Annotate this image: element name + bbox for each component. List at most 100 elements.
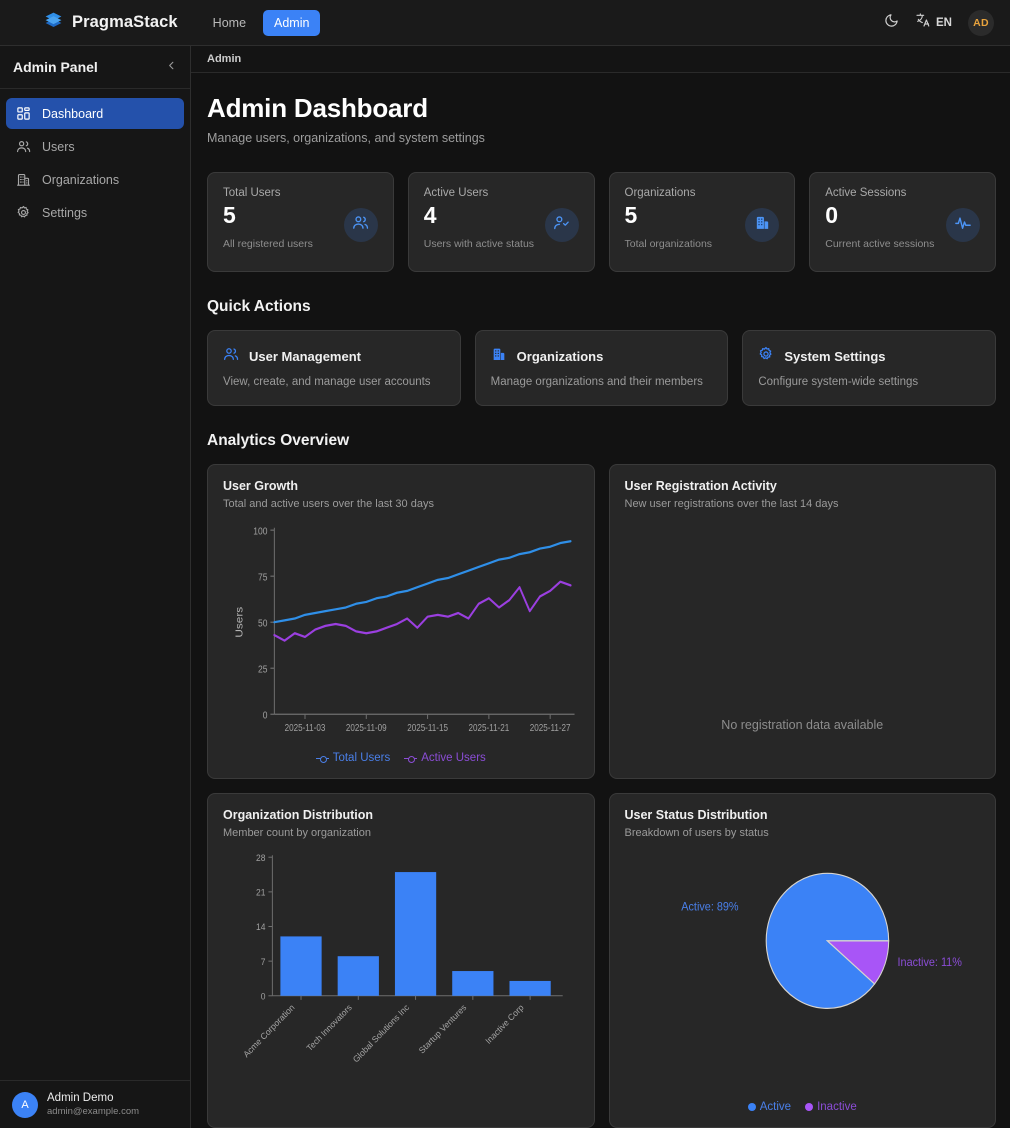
- svg-text:75: 75: [258, 572, 267, 583]
- stat-cards: Total Users 5 All registered users: [207, 172, 996, 272]
- page-title: Admin Dashboard: [207, 93, 428, 123]
- quick-action-desc: Manage organizations and their members: [490, 376, 703, 388]
- chart-title: User Registration Activity: [624, 479, 777, 493]
- svg-text:Users: Users: [235, 606, 246, 637]
- svg-text:Tech Innovators: Tech Innovators: [304, 1002, 353, 1053]
- chart-title: Organization Distribution: [223, 808, 373, 822]
- stat-label: Active Users: [423, 187, 489, 199]
- analytics-heading: Analytics Overview: [207, 432, 350, 449]
- theme-toggle-button[interactable]: [884, 13, 899, 33]
- sidebar-item-settings[interactable]: Settings: [6, 197, 184, 228]
- user-avatar-top[interactable]: AD: [968, 9, 994, 36]
- stat-sub: Users with active status: [423, 238, 535, 250]
- profile-email: admin@example.com: [47, 1105, 140, 1117]
- svg-text:21: 21: [256, 887, 266, 897]
- nav-link-home[interactable]: Home: [212, 15, 247, 30]
- legend-marker-line: [404, 756, 418, 763]
- breadcrumb: Admin: [191, 46, 1010, 73]
- stat-sub: Total organizations: [624, 238, 713, 250]
- svg-text:2025-11-21: 2025-11-21: [468, 722, 509, 733]
- sidebar-item-users[interactable]: Users: [6, 131, 184, 162]
- legend-item-total-users[interactable]: Total Users: [315, 752, 391, 764]
- analytics-row-2: Organization Distribution Member count b…: [207, 793, 996, 1128]
- quick-action-cards: User Management View, create, and manage…: [207, 330, 997, 406]
- svg-text:Global Solutions Inc: Global Solutions Inc: [351, 1002, 412, 1065]
- svg-text:Startup Ventures: Startup Ventures: [417, 1002, 469, 1055]
- app-shell: Admin Panel Dashboard: [0, 46, 1010, 1128]
- chevron-left-icon[interactable]: [166, 60, 177, 74]
- line-chart-plot-area: 0 25 50 75 100 Users 2025-11-03 2025-11-09 2025-…: [223, 516, 579, 752]
- chart-title: User Status Distribution: [624, 808, 768, 822]
- legend-item-inactive[interactable]: Inactive: [805, 1101, 857, 1113]
- chart-card-user-growth: User Growth Total and active users over …: [207, 464, 595, 779]
- page-subtitle: Manage users, organizations, and system …: [207, 131, 485, 145]
- quick-action-title: Organizations: [516, 349, 604, 364]
- stat-card-active-sessions[interactable]: Active Sessions 0 Current active session…: [809, 172, 996, 272]
- stat-value: 0: [825, 202, 839, 228]
- legend-label: Active: [759, 1101, 792, 1113]
- building-icon: [754, 214, 771, 236]
- top-navigation-bar: PragmaStack Home Admin EN AD: [0, 0, 1010, 46]
- svg-text:2025-11-03: 2025-11-03: [285, 722, 326, 733]
- stat-card-active-users[interactable]: Active Users 4 Users with active status: [407, 172, 595, 272]
- sidebar-item-dashboard[interactable]: Dashboard: [6, 98, 184, 129]
- quick-action-user-management[interactable]: User Management View, create, and manage…: [207, 330, 461, 406]
- svg-text:25: 25: [258, 664, 267, 675]
- sidebar: Admin Panel Dashboard: [0, 46, 191, 1128]
- svg-text:7: 7: [261, 957, 266, 967]
- nav-link-admin[interactable]: Admin: [263, 9, 321, 36]
- svg-text:Acme Corporation: Acme Corporation: [241, 1002, 296, 1059]
- quick-action-desc: View, create, and manage user accounts: [223, 376, 431, 388]
- stat-value: 5: [223, 202, 236, 228]
- language-label: EN: [936, 16, 952, 29]
- legend-label: Active Users: [421, 752, 486, 764]
- svg-text:14: 14: [256, 922, 266, 932]
- stat-value: 4: [423, 202, 437, 228]
- brand-logo[interactable]: PragmaStack: [44, 11, 178, 35]
- stat-label: Organizations: [624, 187, 696, 199]
- stat-value: 5: [624, 202, 638, 228]
- legend-label: Total Users: [332, 752, 391, 764]
- sidebar-item-label: Dashboard: [42, 106, 104, 121]
- stat-icon-badge: [343, 208, 378, 242]
- svg-text:Active: 89%: Active: 89%: [681, 901, 738, 914]
- main-content: Admin Admin Dashboard Manage users, orga…: [191, 46, 1010, 1128]
- analytics-row-1: User Growth Total and active users over …: [207, 464, 996, 779]
- quick-action-title: System Settings: [784, 349, 886, 364]
- legend-item-active-users[interactable]: Active Users: [404, 752, 486, 764]
- quick-action-system-settings[interactable]: System Settings Configure system-wide se…: [742, 330, 997, 406]
- chart-title: User Growth: [223, 479, 299, 493]
- translate-icon: [915, 12, 931, 33]
- empty-state-text: No registration data available: [721, 718, 884, 732]
- svg-text:2025-11-15: 2025-11-15: [407, 722, 448, 733]
- sidebar-title: Admin Panel: [13, 59, 98, 75]
- stat-card-organizations[interactable]: Organizations 5 Total organizations: [608, 172, 796, 272]
- dashboard-content: Admin Dashboard Manage users, organizati…: [191, 73, 1010, 1128]
- chart-card-user-status-distribution: User Status Distribution Breakdown of us…: [608, 793, 996, 1128]
- chart-legend: Active Inactive: [625, 1101, 981, 1115]
- quick-action-organizations[interactable]: Organizations Manage organizations and t…: [474, 330, 729, 406]
- legend-item-active[interactable]: Active: [747, 1101, 792, 1113]
- stat-card-total-users[interactable]: Total Users 5 All registered users: [207, 172, 394, 272]
- building-icon: [16, 172, 31, 187]
- stat-icon-badge: [544, 208, 579, 242]
- sidebar-item-label: Settings: [42, 205, 88, 220]
- quick-action-desc: Configure system-wide settings: [758, 376, 919, 388]
- moon-icon: [884, 13, 899, 33]
- quick-action-title: User Management: [249, 349, 361, 364]
- sidebar-item-organizations[interactable]: Organizations: [6, 164, 184, 195]
- legend-label: Inactive: [817, 1101, 857, 1113]
- svg-text:Inactive: 11%: Inactive: 11%: [897, 956, 961, 969]
- svg-text:2025-11-27: 2025-11-27: [530, 722, 571, 733]
- stat-label: Total Users: [223, 187, 281, 199]
- sidebar-user-profile[interactable]: A Admin Demo admin@example.com: [0, 1080, 190, 1128]
- breadcrumb-item-admin[interactable]: Admin: [207, 53, 242, 65]
- legend-marker-dot: [805, 1103, 814, 1111]
- user-check-icon: [553, 214, 570, 236]
- users-icon: [16, 139, 31, 154]
- chart-card-organization-distribution: Organization Distribution Member count b…: [207, 793, 595, 1128]
- language-switcher-button[interactable]: EN: [915, 12, 952, 33]
- legend-marker-line: [315, 756, 329, 763]
- users-icon: [223, 346, 239, 367]
- layers-icon: [44, 11, 63, 35]
